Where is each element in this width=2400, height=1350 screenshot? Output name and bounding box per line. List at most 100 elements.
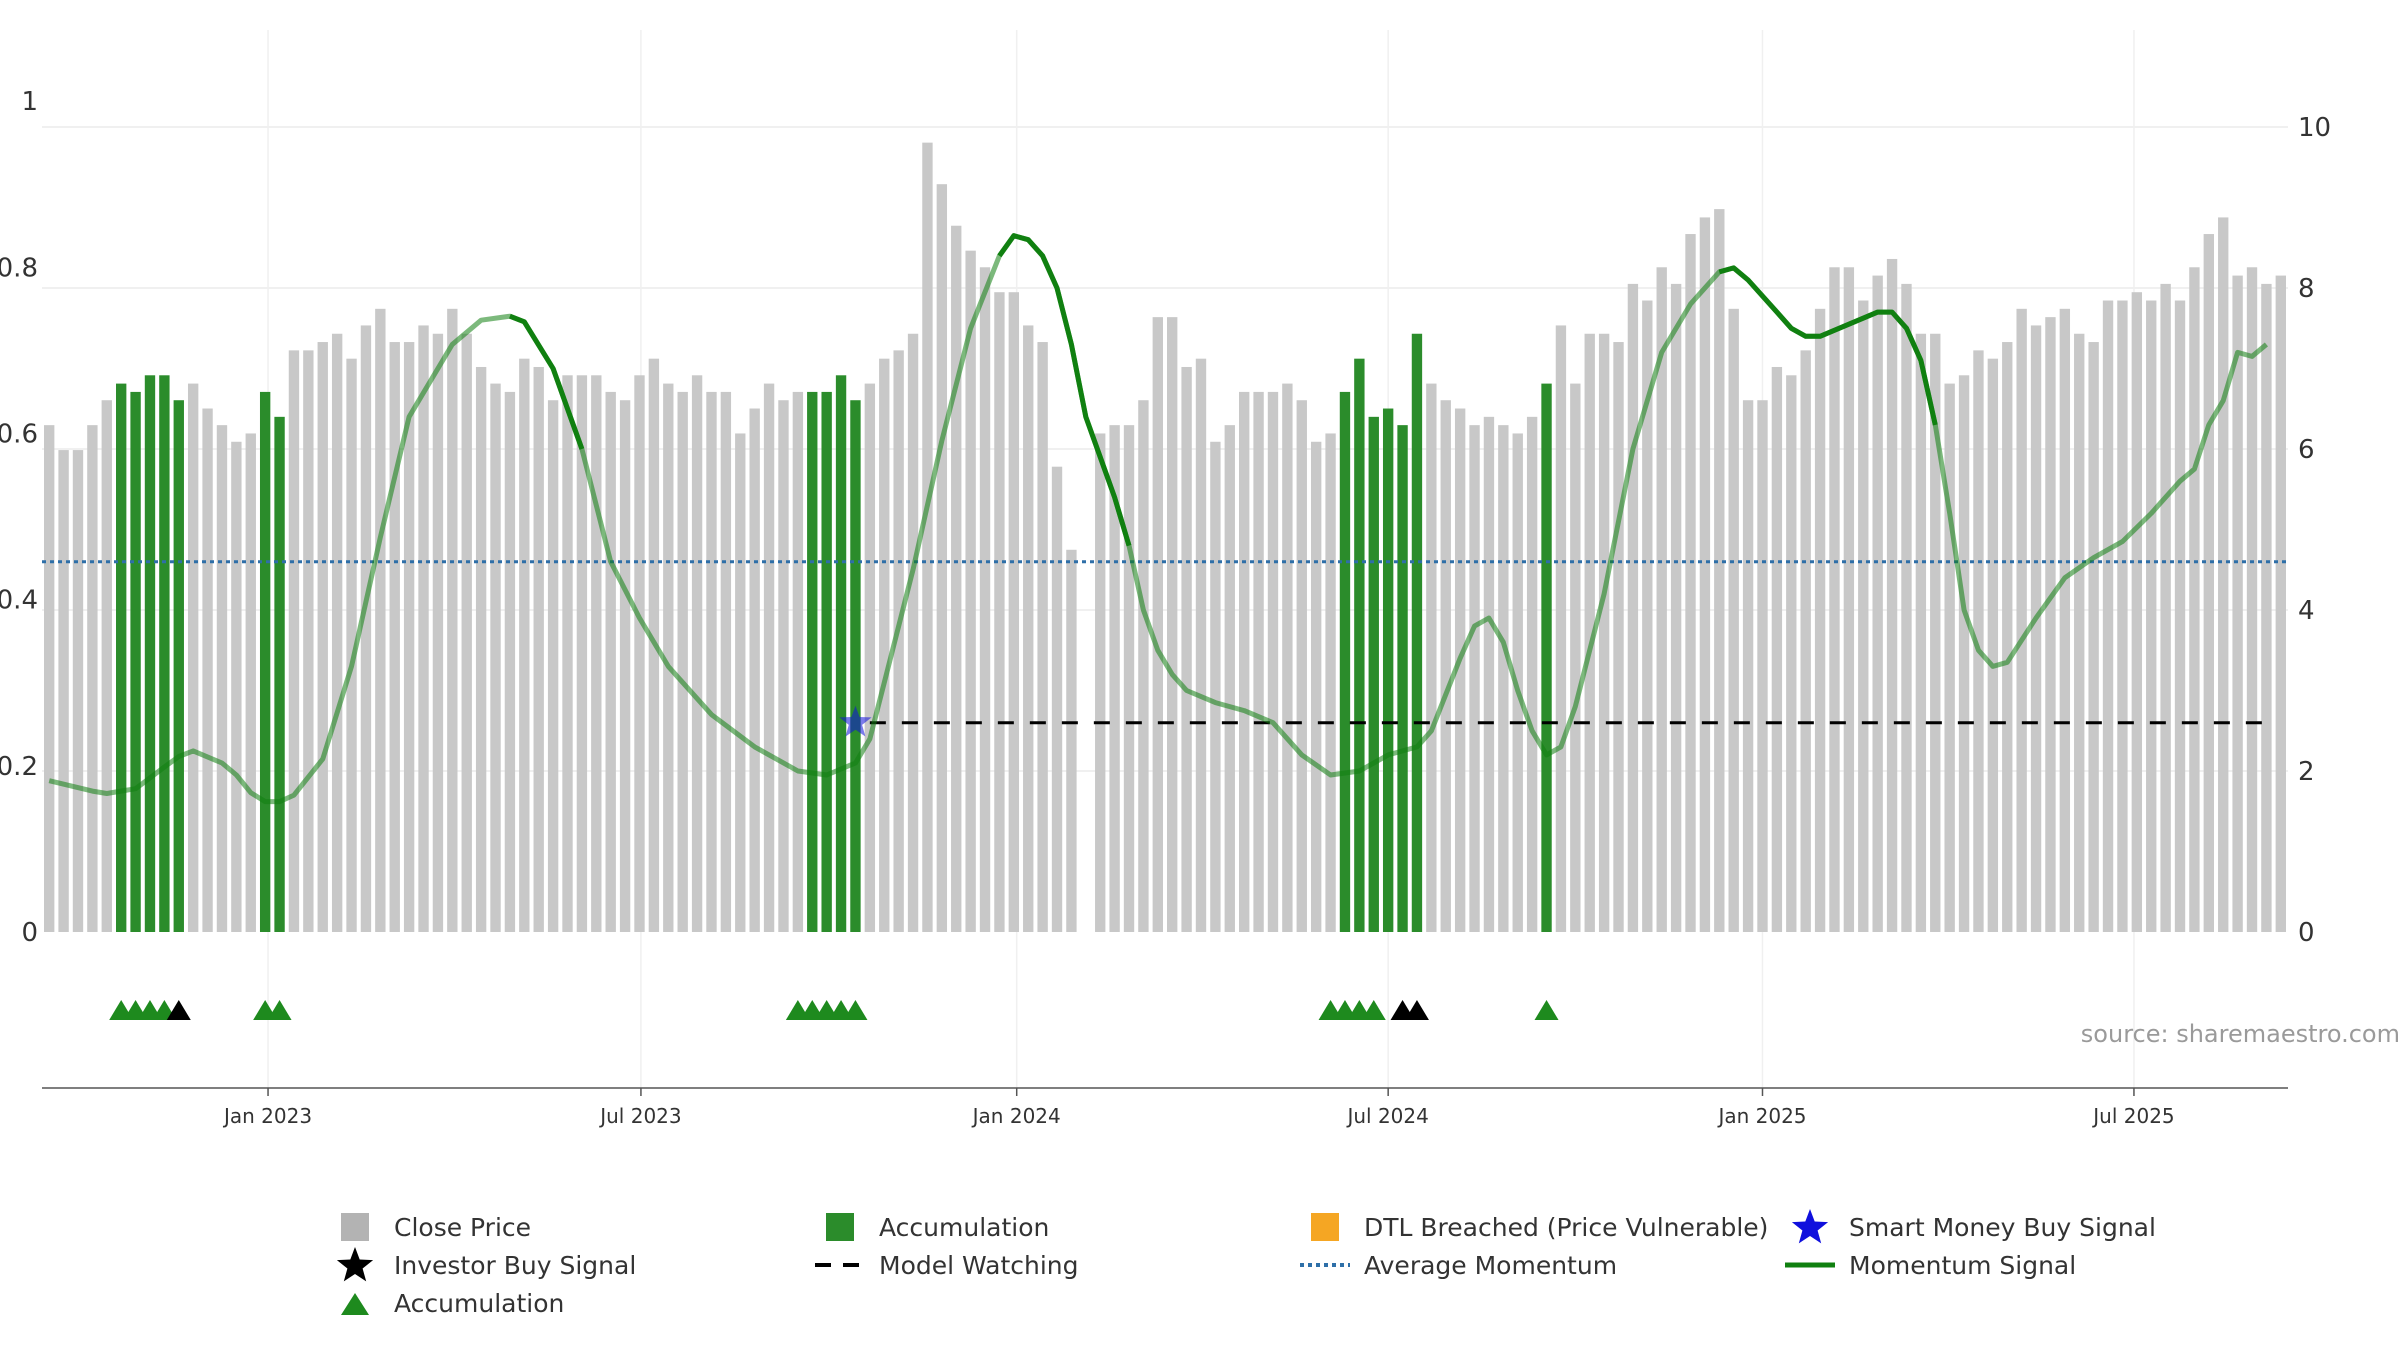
accumulation-bar: [821, 391, 832, 933]
close-price-bar: [1469, 425, 1480, 932]
close-price-bar: [1253, 391, 1264, 933]
close-price-bar: [187, 383, 199, 933]
close-price-bar: [792, 391, 804, 933]
close-price-bar: [1066, 549, 1077, 932]
signal-markers: [109, 705, 1559, 1020]
accumulation-bar: [274, 416, 285, 932]
right-tick-label: 2: [2298, 757, 2315, 787]
legend-symbol-square: [330, 1208, 380, 1246]
close-price-bar: [1627, 283, 1639, 933]
close-price-bar: [2232, 275, 2243, 933]
close-price-bar: [1325, 433, 1336, 932]
close-price-bar: [922, 142, 933, 933]
close-price-bar: [1901, 283, 1912, 933]
close-price-bar: [1195, 358, 1207, 932]
close-price-bar: [2016, 308, 2027, 932]
close-price-bar: [1742, 400, 1754, 933]
accumulation-bar: [1382, 408, 1394, 932]
left-tick-label: 0.6: [0, 419, 38, 449]
close-price-bar: [1023, 325, 1034, 932]
legend-symbol-dash: [815, 1246, 865, 1284]
close-price-bar: [375, 308, 386, 932]
close-price-bar: [2117, 300, 2128, 932]
left-tick-label: 1: [21, 87, 38, 117]
x-tick-label: Jul 2025: [2091, 1104, 2174, 1128]
close-price-bar: [245, 433, 256, 932]
close-price-bar: [519, 358, 530, 932]
close-price-bar: [2074, 333, 2085, 932]
right-tick-label: 8: [2298, 274, 2315, 304]
close-price-bar: [1454, 408, 1466, 932]
close-price-bar: [418, 325, 429, 932]
close-price-bar: [936, 184, 948, 932]
momentum-signal-line: [48, 233, 2269, 805]
close-price-bar: [2131, 292, 2143, 932]
close-price-bar: [1642, 300, 1653, 932]
close-price-bar: [1584, 333, 1595, 932]
momentum-signal-line: [48, 233, 2269, 805]
close-price-bar: [1930, 333, 1941, 932]
close-price-bar: [1526, 416, 1538, 932]
close-price-bar: [1944, 383, 1955, 933]
close-price-bar: [619, 400, 631, 933]
left-tick-label: 0.4: [0, 586, 38, 616]
axes: Jan 2023 Jul 2023 Jan 2024 Jul 2024 Jan 2025…: [0, 87, 2331, 1128]
close-price-bar: [1181, 366, 1192, 932]
x-tick-label: Jan 2024: [971, 1104, 1061, 1128]
close-price-bar: [1282, 383, 1293, 933]
close-price-bar: [490, 383, 501, 933]
close-price-bar: [735, 433, 746, 932]
close-price-bar: [303, 350, 314, 932]
legend-symbol-dotted: [1300, 1246, 1350, 1284]
close-price-bar: [864, 383, 876, 933]
close-price-bar: [547, 400, 559, 933]
close-price-bar: [87, 425, 98, 932]
close-price-bar: [1915, 333, 1927, 932]
legend-label: Momentum Signal: [1849, 1250, 2077, 1280]
close-price-bar: [2088, 342, 2099, 932]
close-price-bar: [562, 375, 573, 933]
close-price-bar: [1973, 350, 1984, 932]
legend-item: Smart Money Buy Signal: [1785, 1208, 2156, 1246]
close-price-bar: [2045, 317, 2056, 932]
close-price-bar: [1598, 333, 1610, 932]
close-price-bar: [389, 342, 400, 932]
close-price-bar: [432, 333, 444, 932]
close-price-bar: [965, 250, 976, 932]
close-price-bar: [317, 342, 328, 932]
accumulation-bar: [1541, 383, 1552, 933]
legend-label: Average Momentum: [1364, 1250, 1618, 1280]
legend-label: Accumulation: [879, 1212, 1050, 1242]
close-price-bar: [778, 400, 789, 933]
close-price-bar: [1771, 366, 1783, 932]
legend-label: Close Price: [394, 1212, 532, 1242]
close-price-bar: [1123, 425, 1135, 932]
close-price-bar: [1714, 209, 1725, 933]
close-price-bar: [907, 333, 919, 932]
legend-symbol-triangle: [330, 1284, 380, 1322]
close-price-bar: [1483, 416, 1495, 932]
x-tick-label: Jan 2025: [1716, 1104, 1806, 1128]
close-price-bar: [1426, 383, 1437, 933]
close-price-bar: [2174, 300, 2186, 932]
close-price-bar: [288, 350, 300, 932]
close-price-bar: [504, 391, 516, 933]
close-price-bar: [1670, 283, 1682, 933]
close-price-bar: [2002, 342, 2013, 932]
close-price-bar: [1555, 325, 1567, 932]
legend-label: Smart Money Buy Signal: [1849, 1212, 2156, 1242]
close-price-bar: [634, 375, 645, 933]
legend-symbol-star: [330, 1246, 380, 1284]
close-price-bar: [101, 400, 112, 933]
close-price-bar: [605, 391, 616, 933]
close-price-bar: [763, 383, 775, 933]
legend: Close Price Investor Buy Signal Accumulati…: [330, 1208, 2230, 1328]
close-price-bar: [1051, 466, 1063, 932]
accumulation-bar: [144, 375, 156, 933]
close-price-bar: [2146, 300, 2157, 932]
right-tick-label: 10: [2298, 113, 2331, 143]
accumulation-bar: [1339, 391, 1351, 933]
accumulation-marker: [267, 1000, 292, 1020]
close-price-bar: [1757, 400, 1768, 933]
